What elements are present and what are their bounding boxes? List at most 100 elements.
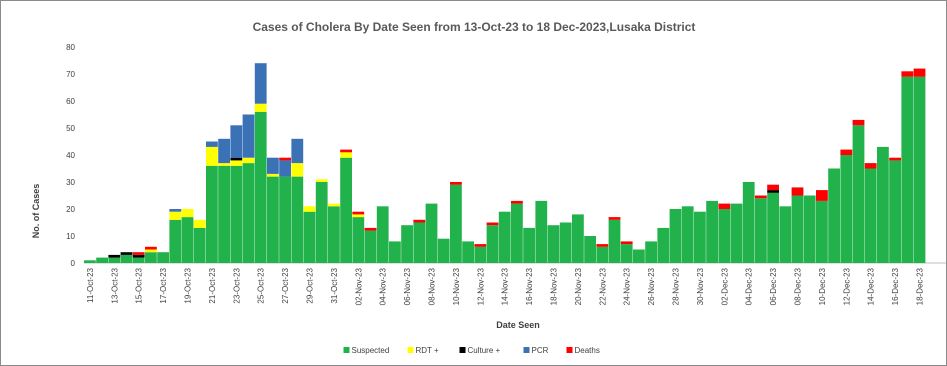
x-tick-label: 24-Nov-23 xyxy=(623,267,632,305)
x-tick-label: 16-Dec-23 xyxy=(891,267,900,305)
bar-segment-deaths xyxy=(511,200,523,204)
bar-segment-deaths xyxy=(596,244,609,247)
bars xyxy=(84,63,926,263)
bar-segment-culture xyxy=(230,157,243,161)
x-tick-label: 10-Nov-23 xyxy=(452,267,461,305)
bar-segment-suspected xyxy=(852,125,865,263)
y-tick-label: 30 xyxy=(66,178,75,187)
bar-segment-pcr xyxy=(206,141,218,147)
x-tick-label: 18-Nov-23 xyxy=(550,267,559,305)
x-tick-label: 12-Nov-23 xyxy=(476,267,485,305)
bar-segment-suspected xyxy=(450,184,462,263)
bar-segment-suspected xyxy=(474,246,487,263)
legend-label: Suspected xyxy=(352,346,390,355)
bar-segment-deaths xyxy=(620,241,633,245)
bar-segment-suspected xyxy=(425,203,438,263)
bar-segment-suspected xyxy=(462,241,474,263)
x-tick-label: 17-Oct-23 xyxy=(159,267,168,303)
bar-segment-suspected xyxy=(620,244,633,263)
bar-segment-suspected xyxy=(718,209,731,263)
bar-segment-rdt xyxy=(315,179,328,182)
legend-label: PCR xyxy=(532,346,549,355)
bar-segment-suspected xyxy=(767,192,779,263)
bar-segment-suspected xyxy=(901,76,914,263)
bar-segment-suspected xyxy=(120,254,133,263)
x-tick-label: 13-Oct-23 xyxy=(110,267,119,303)
bar-segment-deaths xyxy=(450,182,462,185)
bar-segment-rdt xyxy=(206,146,218,166)
bar-segment-suspected xyxy=(254,111,267,263)
x-tick-label: 11-Oct-23 xyxy=(86,267,95,303)
bar-segment-pcr xyxy=(291,138,304,164)
bar-segment-culture xyxy=(132,254,145,258)
legend-swatch xyxy=(407,347,414,353)
x-axis-ticks: 11-Oct-23 13-Oct-23 15-Oct-23 17-Oct-23 19-O… xyxy=(86,267,925,305)
bar-segment-suspected xyxy=(877,146,889,263)
bar-segment-rdt xyxy=(254,103,267,112)
legend-swatch xyxy=(459,347,466,353)
bar-segment-rdt xyxy=(291,163,304,177)
bar-segment-culture xyxy=(108,254,121,258)
legend-label: Culture + xyxy=(468,346,501,355)
bar-segment-suspected xyxy=(706,200,718,263)
x-tick-label: 26-Nov-23 xyxy=(647,267,656,305)
bar-segment-rdt xyxy=(267,173,279,177)
bar-segment-deaths xyxy=(364,227,377,231)
bar-segment-pcr xyxy=(267,157,279,174)
bar-segment-suspected xyxy=(559,222,572,263)
bar-segment-deaths xyxy=(608,217,621,220)
bar-segment-suspected xyxy=(169,219,182,263)
bar-segment-deaths xyxy=(840,149,853,155)
x-tick-label: 12-Dec-23 xyxy=(842,267,851,305)
y-tick-label: 80 xyxy=(66,43,75,52)
x-tick-label: 16-Nov-23 xyxy=(525,267,534,305)
bar-segment-suspected xyxy=(657,227,670,263)
y-tick-label: 40 xyxy=(66,151,75,160)
bar-segment-suspected xyxy=(864,168,877,263)
bar-segment-suspected xyxy=(816,200,828,263)
bar-segment-rdt xyxy=(303,206,316,212)
x-tick-label: 27-Oct-23 xyxy=(281,267,290,303)
bar-segment-suspected xyxy=(145,252,157,263)
bar-segment-suspected xyxy=(669,209,682,263)
chart-title: Cases of Cholera By Date Seen from 13-Oc… xyxy=(253,20,696,34)
bar-segment-deaths xyxy=(486,222,499,226)
bar-segment-rdt xyxy=(181,209,194,218)
bar-segment-suspected xyxy=(511,203,523,263)
y-tick-label: 60 xyxy=(66,97,75,106)
bar-segment-pcr xyxy=(254,63,267,104)
legend-swatch xyxy=(523,347,530,353)
bar-segment-suspected xyxy=(572,214,584,263)
bar-segment-deaths xyxy=(864,163,877,169)
x-tick-label: 08-Dec-23 xyxy=(794,267,803,305)
bar-segment-deaths xyxy=(413,219,426,223)
x-tick-label: 25-Oct-23 xyxy=(257,267,266,303)
bar-segment-pcr xyxy=(242,114,255,158)
bar-segment-suspected xyxy=(364,230,377,263)
bar-segment-suspected xyxy=(413,222,426,263)
bar-segment-deaths xyxy=(132,252,145,255)
bar-segment-suspected xyxy=(291,176,304,263)
y-tick-label: 20 xyxy=(66,205,75,214)
bar-segment-suspected xyxy=(242,163,255,263)
y-tick-label: 0 xyxy=(71,259,76,268)
bar-segment-rdt xyxy=(328,203,340,207)
x-tick-label: 19-Oct-23 xyxy=(184,267,193,303)
bar-segment-deaths xyxy=(913,68,926,77)
x-tick-label: 29-Oct-23 xyxy=(306,267,315,303)
x-tick-label: 23-Oct-23 xyxy=(232,267,241,303)
bar-segment-suspected xyxy=(328,206,340,263)
bar-segment-suspected xyxy=(681,206,694,263)
bar-segment-suspected xyxy=(608,219,621,263)
x-tick-label: 06-Nov-23 xyxy=(403,267,412,305)
bar-segment-suspected xyxy=(315,182,328,263)
x-tick-label: 08-Nov-23 xyxy=(428,267,437,305)
bar-segment-suspected xyxy=(303,211,316,263)
bar-segment-suspected xyxy=(352,217,365,263)
bar-segment-pcr xyxy=(169,209,182,212)
bar-segment-deaths xyxy=(755,195,767,199)
x-tick-label: 30-Nov-23 xyxy=(696,267,705,305)
bar-segment-deaths xyxy=(145,246,157,250)
bar-segment-suspected xyxy=(340,157,352,263)
